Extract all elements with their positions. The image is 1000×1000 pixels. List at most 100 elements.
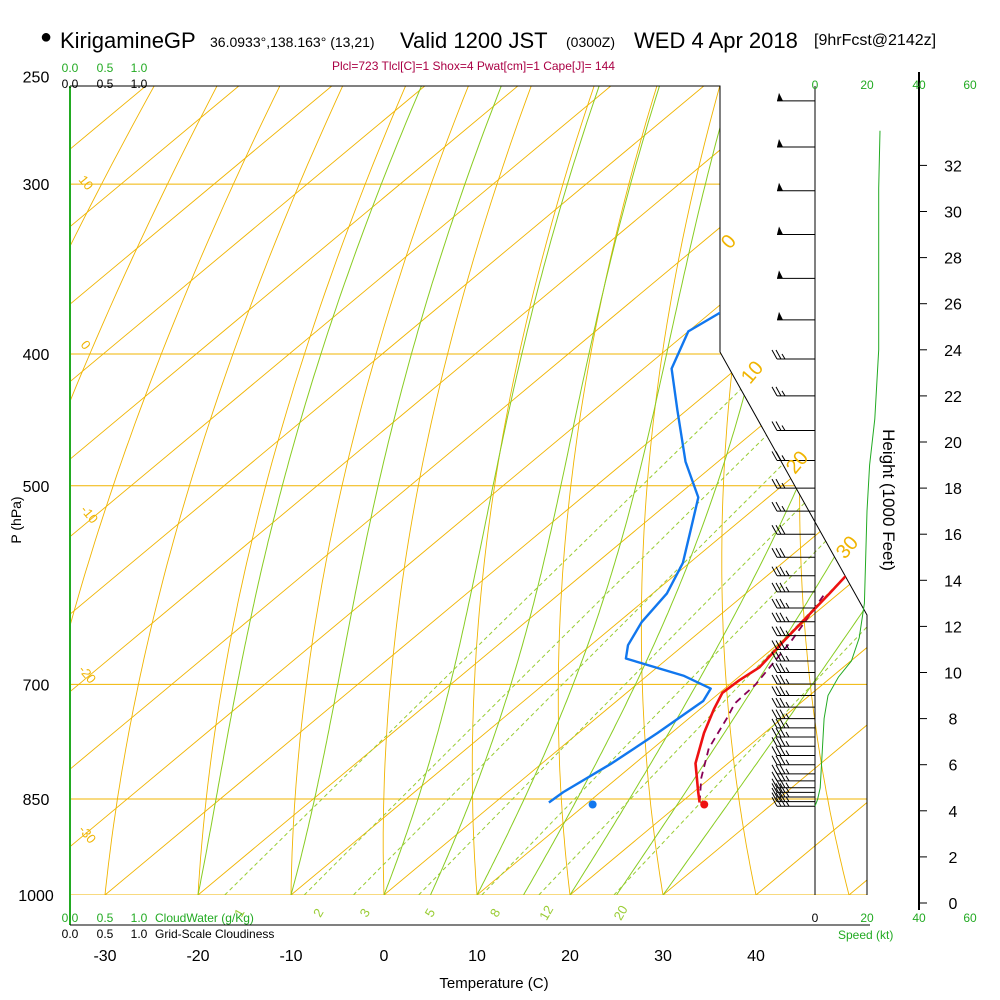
barb-half-flag (785, 722, 790, 729)
wind-barb (777, 226, 815, 236)
mixing-ratio-label: 2 (310, 906, 327, 920)
moist-adiabat (197, 86, 437, 895)
barb-flag (779, 582, 786, 593)
speed-tick-label-top: 60 (963, 78, 977, 92)
parcel-curve (698, 592, 826, 803)
wind-barb (771, 674, 815, 685)
speed-tick-label-bottom: 40 (912, 911, 926, 925)
barb-half-flag (785, 678, 790, 685)
barb-flag (775, 626, 782, 636)
barb-flag (775, 548, 782, 558)
dry-adiabat (70, 86, 188, 895)
cloudwater-tick-top: 1.0 (131, 61, 148, 75)
isotherm-line (569, 86, 867, 895)
wind-barb (771, 524, 815, 535)
dry-adiabat (70, 86, 249, 895)
height-tick-label: 18 (944, 481, 962, 498)
moist-adiabat (616, 86, 867, 895)
barb-half-flag (781, 482, 786, 489)
mixing-ratio-line (481, 353, 867, 895)
mixing-ratio-label: 5 (422, 906, 439, 920)
barb-flag (771, 686, 778, 696)
isotherm-label-right: 0 (717, 231, 741, 254)
barb-flag (771, 796, 778, 807)
wind-barb (777, 182, 815, 192)
cloudiness-tick-top: 1.0 (131, 77, 148, 91)
barb-flag (775, 598, 782, 609)
cloudiness-tick-bottom: 0.5 (97, 927, 114, 941)
surface-dewpoint-dot (588, 800, 597, 809)
cloudiness-tick-top: 0.0 (62, 77, 79, 91)
barb-half-flag (785, 667, 790, 673)
barb-half-flag (785, 644, 790, 650)
sounding-indices: Plcl=723 Tlcl[C]=1 Shox=4 Pwat[cm]=1 Cap… (332, 59, 615, 73)
isotherm-line (476, 86, 867, 895)
barb-flag (779, 651, 786, 662)
wind-barb (771, 764, 815, 775)
barb-half-flag (785, 602, 790, 609)
barb-flag (775, 421, 782, 431)
pressure-tick-label: 300 (23, 177, 50, 194)
temperature-tick-label: -10 (279, 948, 302, 965)
barb-flag (771, 663, 778, 673)
dewpoint-curve (548, 87, 867, 804)
barb-flag (771, 709, 778, 719)
barb-flag (771, 386, 778, 397)
barb-flag (771, 737, 778, 747)
isotherm-line (755, 86, 867, 895)
dry-adiabat (382, 86, 554, 895)
barb-flag (775, 755, 782, 765)
barb-flag (771, 451, 778, 461)
speed-axis-label: Speed (kt) (838, 928, 893, 942)
pressure-tick-label: 1000 (18, 888, 54, 905)
height-axis-title: Height (1000 Feet) (879, 429, 898, 571)
wind-barb (771, 598, 815, 609)
cloudiness-tick-bottom: 1.0 (131, 927, 148, 941)
dry-adiabat (471, 86, 616, 895)
barb-flag (771, 755, 778, 765)
wind-barb (771, 663, 815, 673)
barb-flag (771, 727, 778, 738)
height-tick-label: 22 (944, 389, 962, 406)
wind-barb (771, 626, 815, 637)
barb-flag (775, 674, 782, 685)
barb-flag (779, 764, 786, 775)
barb-flag (775, 386, 782, 397)
temperature-tick-label: 30 (654, 948, 672, 965)
barb-half-flag (785, 782, 790, 789)
speed-tick-label-top: 20 (860, 78, 874, 92)
plot-border-diagonal (70, 85, 868, 895)
barb-half-flag (785, 768, 790, 775)
barb-flag (779, 727, 786, 738)
station-location: 36.0933°,138.163° (13,21) (210, 34, 375, 50)
barb-flag (771, 764, 778, 775)
wind-barb (771, 640, 815, 650)
mixing-ratio-line (538, 353, 867, 895)
height-tick-label: 32 (944, 158, 962, 175)
dry-adiabat (290, 86, 493, 895)
barb-flag (775, 501, 782, 512)
height-tick-label: 24 (944, 343, 962, 360)
barb-half-flag (785, 690, 790, 696)
height-tick-label: 26 (944, 297, 962, 314)
forecast-info: [9hrFcst@2142z] (814, 32, 937, 49)
header-bullet: ● (40, 26, 53, 48)
barb-pennant (777, 226, 783, 235)
mixing-ratio-label: 12 (536, 903, 556, 923)
isotherm-line (70, 86, 409, 895)
isotherm-line (70, 86, 867, 895)
height-tick-label: 20 (944, 435, 962, 452)
barb-flag (775, 478, 782, 489)
isotherm-line (70, 86, 502, 895)
station-name: KirigamineGP (60, 28, 196, 53)
valid-date: WED 4 Apr 2018 (634, 28, 798, 53)
temperature-curve (694, 87, 867, 803)
barb-flag (779, 524, 786, 535)
barb-flag (775, 727, 782, 738)
barb-flag (775, 566, 782, 576)
barb-pennant (777, 182, 783, 191)
wind-barb (771, 548, 815, 558)
wind-barb (771, 501, 815, 512)
barb-pennant (777, 138, 783, 147)
cloudwater-tick-top: 0.0 (62, 61, 79, 75)
